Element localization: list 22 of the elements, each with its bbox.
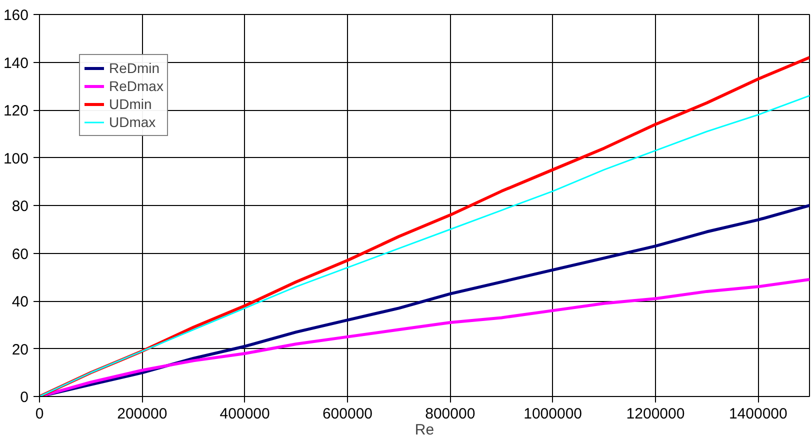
x-tick-label: 1400000 — [728, 406, 788, 422]
x-tick-label: 200000 — [117, 406, 168, 422]
y-tick-label: 0 — [20, 389, 28, 406]
y-tick-label: 20 — [12, 341, 29, 358]
y-tick-label: 100 — [3, 150, 29, 168]
legend-label: UDmax — [109, 113, 156, 131]
y-tick-label: 40 — [12, 294, 29, 310]
legend-label: ReDmax — [109, 77, 164, 95]
x-tick-label: 800000 — [425, 406, 476, 422]
y-tick-label: 60 — [12, 246, 29, 263]
y-tick-label: 140 — [3, 54, 29, 72]
x-tick-label: 400000 — [220, 406, 270, 422]
y-tick-label: 120 — [3, 102, 29, 120]
legend-label: ReDmin — [109, 59, 160, 77]
y-tick-label: 80 — [12, 198, 29, 215]
y-tick-label: 160 — [3, 7, 29, 24]
legend-label: UDmin — [109, 95, 152, 113]
x-tick-label: 0 — [35, 406, 44, 422]
x-tick-label: 1200000 — [626, 406, 685, 422]
x-tick-label: 600000 — [322, 406, 373, 422]
x-tick-label: 1000000 — [524, 406, 582, 422]
x-axis-title: Re — [414, 422, 434, 438]
